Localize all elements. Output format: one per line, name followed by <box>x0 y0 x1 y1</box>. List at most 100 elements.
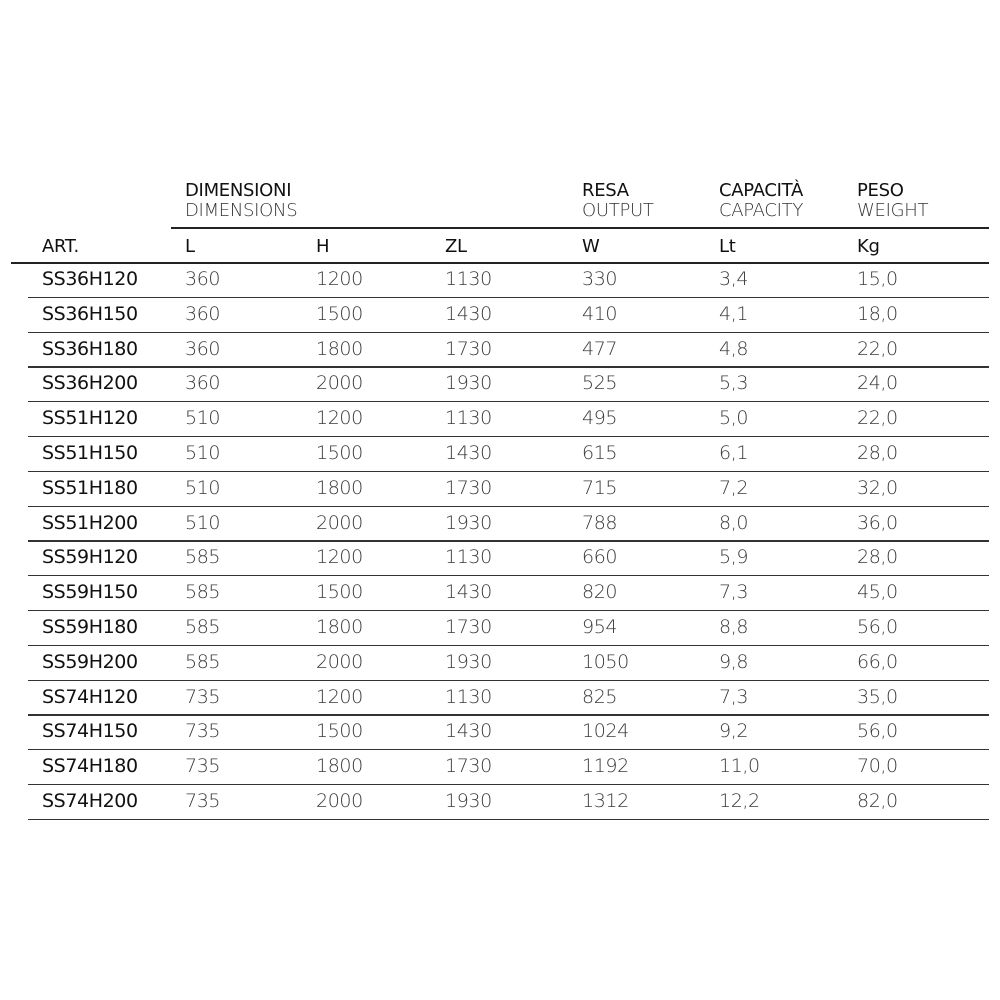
table-cell: 1050 <box>582 650 629 673</box>
table-cell: SS36H120 <box>42 268 138 290</box>
table-cell: 1130 <box>445 407 492 430</box>
row-divider <box>28 714 989 716</box>
table-cell: SS51H150 <box>42 442 138 464</box>
table-cell: SS36H180 <box>42 337 138 360</box>
table-cell: SS59H180 <box>42 616 138 638</box>
table-cell: 954 <box>582 616 618 638</box>
table-cell: 585 <box>185 546 221 569</box>
table-cell: 1200 <box>316 407 363 430</box>
row-divider <box>28 818 989 820</box>
table-cell: 1800 <box>316 755 363 778</box>
group-dimensions-en: DIMENSIONS <box>185 200 298 221</box>
table-cell: SS36H150 <box>42 302 138 325</box>
table-cell: 28,0 <box>857 546 898 569</box>
table-cell: 7,2 <box>719 476 749 499</box>
table-cell: 15,0 <box>857 268 898 290</box>
table-cell: 1930 <box>445 790 492 812</box>
column-header-divider <box>11 262 989 264</box>
table-cell: 660 <box>582 546 618 569</box>
row-divider <box>28 679 989 681</box>
table-cell: 18,0 <box>857 302 898 325</box>
row-divider <box>28 784 989 786</box>
table-cell: 1024 <box>582 720 629 743</box>
table-cell: 2000 <box>316 790 363 812</box>
table-cell: 585 <box>185 650 221 673</box>
table-row: SS36H200 360 2000 1930 525 5,3 24,0 <box>0 367 1000 403</box>
table-cell: 360 <box>185 302 221 325</box>
table-cell: 615 <box>582 442 618 464</box>
table-row: SS74H200 735 2000 1930 1312 12,2 82,0 <box>0 785 1000 820</box>
table-cell: 330 <box>582 268 618 290</box>
table-cell: 24,0 <box>857 372 898 395</box>
table-cell: 2000 <box>316 372 363 395</box>
table-cell: SS74H150 <box>42 720 138 743</box>
table-cell: 1130 <box>445 546 492 569</box>
table-cell: 1500 <box>316 720 363 743</box>
group-weight-en: WEIGHT <box>857 200 929 221</box>
table-cell: 788 <box>582 511 618 534</box>
header-divider <box>171 227 989 229</box>
table-cell: 1500 <box>316 442 363 464</box>
table-cell: 3,4 <box>719 268 749 290</box>
table-cell: 1930 <box>445 511 492 534</box>
group-capacity-en: CAPACITY <box>719 200 804 221</box>
table-cell: 525 <box>582 372 618 395</box>
table-row: SS74H180 735 1800 1730 1192 11,0 70,0 <box>0 750 1000 786</box>
table-cell: 4,8 <box>719 337 749 360</box>
table-cell: 1200 <box>316 685 363 708</box>
group-capacity-it: CAPACITÀ <box>719 180 803 201</box>
table-cell: SS74H120 <box>42 685 138 708</box>
row-divider <box>28 644 989 646</box>
table-cell: 1730 <box>445 337 492 360</box>
table-cell: 5,9 <box>719 546 749 569</box>
table-cell: 1800 <box>316 476 363 499</box>
table-cell: 1192 <box>582 755 629 778</box>
table-cell: SS74H200 <box>42 790 138 812</box>
table-cell: 1130 <box>445 685 492 708</box>
table-cell: SS51H180 <box>42 476 138 499</box>
table-row: SS36H150 360 1500 1430 410 4,1 18,0 <box>0 298 1000 333</box>
row-divider <box>28 366 989 368</box>
table-cell: 360 <box>185 268 221 290</box>
table-cell: 510 <box>185 476 221 499</box>
table-cell: 1130 <box>445 268 492 290</box>
table-row: SS51H120 510 1200 1130 495 5,0 22,0 <box>0 402 1000 438</box>
row-divider <box>28 505 989 507</box>
table-cell: 1730 <box>445 616 492 638</box>
table-row: SS51H200 510 2000 1930 788 8,0 36,0 <box>0 507 1000 542</box>
row-divider <box>28 540 989 542</box>
table-cell: 1730 <box>445 755 492 778</box>
column-header-w: W <box>582 236 600 257</box>
table-cell: 510 <box>185 511 221 534</box>
table-cell: 735 <box>185 790 221 812</box>
table-cell: SS36H200 <box>42 372 138 395</box>
column-header-art: ART. <box>42 236 79 257</box>
table-cell: 45,0 <box>857 581 898 604</box>
table-row: SS59H120 585 1200 1130 660 5,9 28,0 <box>0 541 1000 577</box>
table-cell: 1430 <box>445 302 492 325</box>
table-cell: 22,0 <box>857 407 898 430</box>
table-cell: 4,1 <box>719 302 749 325</box>
table-row: SS51H150 510 1500 1430 615 6,1 28,0 <box>0 437 1000 472</box>
table-row: SS59H180 585 1800 1730 954 8,8 56,0 <box>0 611 1000 646</box>
table-cell: 2000 <box>316 650 363 673</box>
table-cell: 9,2 <box>719 720 749 743</box>
table-row: SS59H200 585 2000 1930 1050 9,8 66,0 <box>0 646 1000 681</box>
table-cell: 1800 <box>316 337 363 360</box>
table-cell: 56,0 <box>857 616 898 638</box>
table-cell: 5,3 <box>719 372 749 395</box>
row-divider <box>28 575 989 577</box>
table-cell: 360 <box>185 337 221 360</box>
table-cell: 6,1 <box>719 442 749 464</box>
table-cell: 22,0 <box>857 337 898 360</box>
table-cell: 28,0 <box>857 442 898 464</box>
table-row: SS59H150 585 1500 1430 820 7,3 45,0 <box>0 576 1000 612</box>
table-cell: 360 <box>185 372 221 395</box>
table-cell: 56,0 <box>857 720 898 743</box>
table-cell: SS59H200 <box>42 650 138 673</box>
table-cell: 8,0 <box>719 511 749 534</box>
group-output-en: OUTPUT <box>582 200 654 221</box>
table-cell: 735 <box>185 685 221 708</box>
table-cell: SS51H120 <box>42 407 138 430</box>
table-cell: 825 <box>582 685 618 708</box>
